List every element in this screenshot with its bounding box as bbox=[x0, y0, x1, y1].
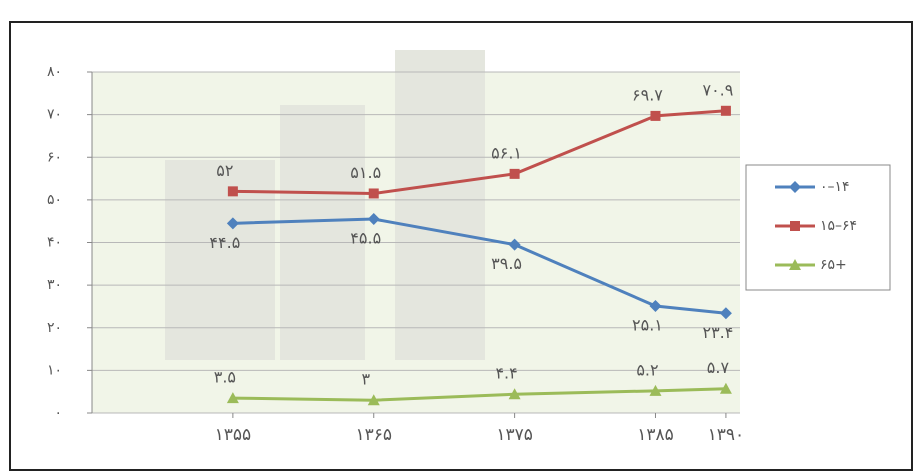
marker bbox=[368, 188, 379, 199]
watermark-bar bbox=[280, 105, 365, 360]
y-tick-label: ۵۰ bbox=[47, 192, 62, 208]
marker bbox=[367, 394, 380, 406]
y-tick-label: ۸۰ bbox=[47, 64, 62, 80]
x-tick-label: ۱۳۹۰ bbox=[708, 425, 745, 445]
marker bbox=[509, 168, 520, 179]
data-label: ۵۱.۵ bbox=[350, 163, 381, 182]
legend-box bbox=[745, 164, 891, 291]
marker bbox=[649, 300, 662, 313]
y-tick-label: ۴۰ bbox=[47, 235, 62, 251]
marker bbox=[649, 384, 662, 396]
marker bbox=[720, 105, 731, 116]
data-label: ۴۵.۵ bbox=[350, 229, 381, 248]
legend-marker bbox=[789, 259, 801, 270]
data-label: ۴۴.۵ bbox=[209, 233, 240, 252]
data-label: ۵۶.۱ bbox=[491, 143, 522, 162]
data-label: ۴.۴ bbox=[495, 364, 517, 383]
data-label: ۵.۷ bbox=[707, 358, 730, 377]
marker bbox=[227, 186, 238, 197]
data-label: ۲۳.۴ bbox=[702, 323, 733, 342]
y-tick-label: ۷۰ bbox=[47, 107, 62, 123]
legend-marker bbox=[790, 221, 800, 231]
x-tick-label: ۱۳۶۵ bbox=[355, 425, 392, 445]
legend-label: ۰–۱۴ bbox=[820, 179, 850, 195]
data-label: ۳۹.۵ bbox=[491, 254, 522, 273]
marker bbox=[226, 217, 239, 230]
y-tick-label: ۳۰ bbox=[47, 277, 62, 293]
x-tick-label: ۱۳۷۵ bbox=[496, 425, 533, 445]
data-label: ۶۹.۷ bbox=[632, 85, 663, 104]
data-label: ۵.۲ bbox=[636, 360, 658, 379]
marker bbox=[508, 388, 521, 400]
data-label: ۳.۵ bbox=[214, 368, 236, 387]
marker bbox=[367, 213, 380, 226]
marker bbox=[226, 392, 239, 404]
data-label: ۵۲ bbox=[216, 161, 233, 180]
x-tick-label: ۱۳۵۵ bbox=[215, 425, 252, 445]
data-label: ۷۰.۹ bbox=[702, 80, 733, 99]
y-tick-label: ۶۰ bbox=[47, 149, 62, 165]
marker bbox=[508, 238, 521, 251]
legend-label: ۶۵+ bbox=[820, 257, 847, 273]
marker bbox=[650, 110, 661, 121]
marker bbox=[719, 307, 732, 320]
y-tick-label: ۰ bbox=[54, 405, 62, 421]
y-tick-label: ۲۰ bbox=[47, 320, 62, 336]
legend-label: ۱۵–۶۴ bbox=[820, 218, 857, 234]
x-tick-label: ۱۳۸۵ bbox=[637, 425, 674, 445]
marker bbox=[719, 382, 732, 394]
watermark-bar bbox=[165, 160, 275, 360]
y-tick-label: ۱۰ bbox=[47, 362, 62, 378]
data-label: ۳ bbox=[361, 370, 370, 389]
data-label: ۲۵.۱ bbox=[632, 316, 663, 335]
legend-marker bbox=[789, 181, 801, 193]
watermark bbox=[165, 50, 485, 360]
watermark-bar bbox=[395, 50, 485, 360]
